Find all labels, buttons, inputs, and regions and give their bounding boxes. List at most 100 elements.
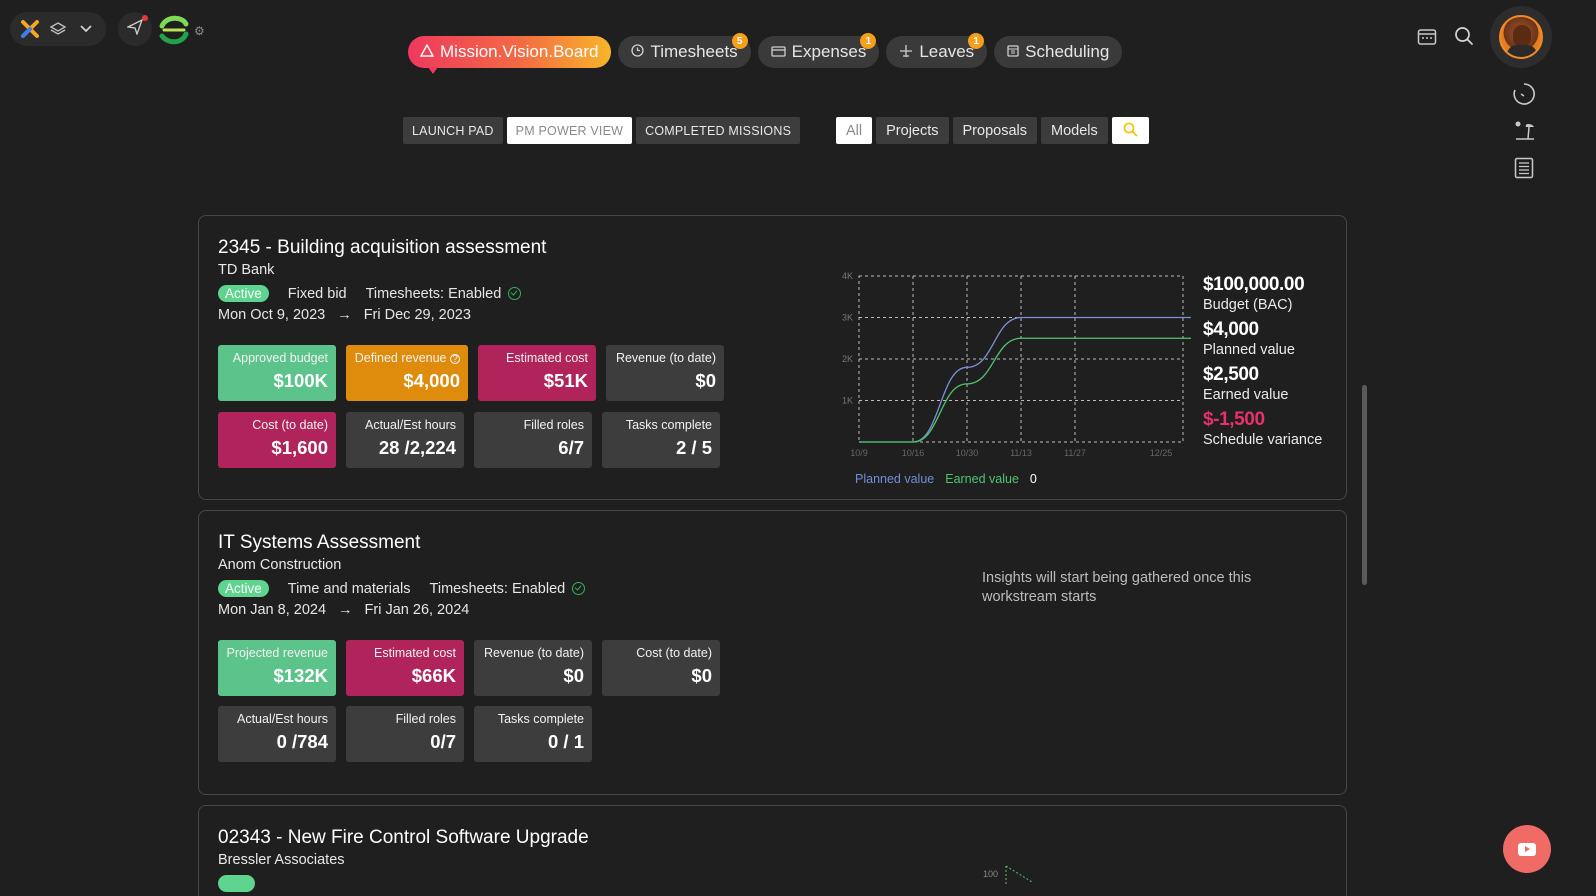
calendar-icon bbox=[1007, 44, 1019, 60]
warning-triangle-icon bbox=[419, 43, 435, 60]
billing-type: Fixed bid bbox=[287, 285, 347, 302]
project-title[interactable]: 2345 - Building acquisition assessment bbox=[218, 237, 547, 258]
metric-tile-tasks-complete[interactable]: Tasks complete 2 / 5 bbox=[602, 412, 720, 468]
check-circle-icon bbox=[572, 582, 586, 595]
metric-tile-revenue-to-date[interactable]: Revenue (to date) $0 bbox=[474, 640, 592, 696]
count-badge: 5 bbox=[731, 33, 748, 49]
timesheets-status: Timesheets: Enabled bbox=[365, 285, 502, 302]
metric-tile-cost-to-date[interactable]: Cost (to date) $0 bbox=[602, 640, 720, 696]
notification-dot bbox=[142, 15, 148, 21]
count-badge: 1 bbox=[860, 33, 877, 49]
nav-scheduling[interactable]: Scheduling bbox=[994, 36, 1123, 68]
metric-label: Revenue (to date) bbox=[483, 646, 584, 660]
metric-label: Defined revenue bbox=[354, 351, 447, 365]
nav-label: Timesheets bbox=[650, 42, 738, 61]
date-range: Mon Jan 8, 2024 → Fri Jan 26, 2024 bbox=[218, 602, 469, 618]
nav-leaves[interactable]: Leaves 1 bbox=[886, 33, 988, 68]
view-tabs: LAUNCH PAD PM POWER VIEW COMPLETED MISSI… bbox=[403, 117, 801, 144]
metric-tile-defined-revenue[interactable]: Defined revenue ? $4,000 bbox=[346, 345, 468, 401]
metric-label: Estimated cost bbox=[374, 646, 456, 660]
project-card[interactable]: 2345 - Building acquisition assessment T… bbox=[198, 215, 1347, 500]
gear-icon[interactable]: ⚙ bbox=[194, 24, 205, 38]
metric-tile-filled-roles[interactable]: Filled roles 6/7 bbox=[474, 412, 592, 468]
search-icon[interactable] bbox=[1452, 24, 1476, 48]
kpi-schedule-variance: $-1,500 Schedule variance bbox=[1203, 409, 1322, 448]
kpi-label: Planned value bbox=[1203, 342, 1295, 358]
layers-icon[interactable] bbox=[44, 15, 72, 43]
count-badge: 1 bbox=[968, 33, 985, 49]
paper-plane-icon bbox=[125, 18, 144, 39]
metric-label: Projected revenue bbox=[226, 646, 328, 660]
y-tick-label: 3K bbox=[842, 313, 853, 323]
user-avatar-button[interactable] bbox=[1490, 6, 1552, 68]
nav-label: Scheduling bbox=[1025, 42, 1110, 61]
kpi-value: $100,000.00 bbox=[1203, 274, 1305, 295]
filter-search-button[interactable] bbox=[1111, 117, 1149, 144]
client-name: Bressler Associates bbox=[218, 852, 345, 868]
metric-label: Tasks complete bbox=[497, 712, 584, 726]
company-logo-icon[interactable] bbox=[158, 14, 190, 46]
metric-tile-projected-revenue[interactable]: Projected revenue $132K bbox=[218, 640, 336, 696]
project-card[interactable]: 02343 - New Fire Control Software Upgrad… bbox=[198, 805, 1347, 896]
earned-value-chart[interactable]: 1K 2K 3K 4K 10/9 10/16 10/30 11/13 11/27 12/25 bbox=[831, 268, 1191, 488]
filter-proposals[interactable]: Proposals bbox=[952, 117, 1037, 144]
metric-tile-tasks-complete[interactable]: Tasks complete 0 / 1 bbox=[474, 706, 592, 762]
partial-chart bbox=[1005, 865, 1033, 884]
metric-value: $51K bbox=[543, 370, 588, 391]
x-tick-label: 10/30 bbox=[956, 448, 979, 458]
status-badge: Active bbox=[218, 580, 269, 597]
nav-timesheets[interactable]: Timesheets 5 bbox=[618, 33, 751, 68]
metric-tile-hours[interactable]: Actual/Est hours 0 /784 bbox=[218, 706, 336, 762]
check-circle-icon bbox=[508, 287, 522, 300]
tab-launch-pad[interactable]: LAUNCH PAD bbox=[403, 117, 503, 144]
metric-value: $0 bbox=[695, 370, 716, 391]
airplane-icon bbox=[899, 44, 913, 61]
planned-value-line bbox=[859, 316, 1191, 443]
metric-value: $66K bbox=[411, 665, 456, 686]
filter-projects[interactable]: Projects bbox=[876, 117, 949, 144]
billing-type: Time and materials bbox=[287, 580, 411, 597]
project-title[interactable]: IT Systems Assessment bbox=[218, 532, 421, 553]
nav-expenses[interactable]: Expenses 1 bbox=[757, 33, 880, 68]
metric-tile-revenue-to-date[interactable]: Revenue (to date) $0 bbox=[606, 345, 724, 401]
legend-planned[interactable]: Planned value bbox=[855, 472, 935, 486]
calendar-icon[interactable] bbox=[1415, 24, 1439, 48]
filter-all[interactable]: All bbox=[836, 117, 873, 144]
nav-mission-vision-board[interactable]: Mission.Vision.Board bbox=[408, 36, 612, 74]
metric-tile-hours[interactable]: Actual/Est hours 28 /2,224 bbox=[346, 412, 464, 468]
metric-tile-estimated-cost[interactable]: Estimated cost $51K bbox=[478, 345, 596, 401]
y-tick-label: 2K bbox=[842, 354, 853, 364]
nav-label: Expenses bbox=[791, 42, 867, 61]
scrollbar[interactable] bbox=[1362, 385, 1367, 585]
end-date: Fri Jan 26, 2024 bbox=[364, 602, 470, 618]
video-help-button[interactable] bbox=[1503, 825, 1551, 873]
chevron-down-icon[interactable] bbox=[72, 15, 100, 43]
metric-tile-approved-budget[interactable]: Approved budget $100K bbox=[218, 345, 336, 401]
avatar bbox=[1499, 15, 1543, 59]
project-meta: Active Fixed bid Timesheets: Enabled bbox=[218, 285, 522, 302]
tab-completed-missions[interactable]: COMPLETED MISSIONS bbox=[636, 117, 801, 144]
tab-pm-power-view[interactable]: PM POWER VIEW bbox=[506, 117, 633, 144]
metric-label: Actual/Est hours bbox=[364, 418, 456, 432]
legend-extra: 0 bbox=[1029, 472, 1037, 486]
metric-tile-cost-to-date[interactable]: Cost (to date) $1,600 bbox=[218, 412, 336, 468]
timer-icon[interactable] bbox=[1512, 82, 1536, 106]
client-name: TD Bank bbox=[218, 262, 275, 278]
chart-legend: Planned value Earned value 0 bbox=[855, 472, 1037, 486]
filter-models[interactable]: Models bbox=[1041, 117, 1108, 144]
metric-value: 6/7 bbox=[558, 437, 584, 458]
metric-tile-estimated-cost[interactable]: Estimated cost $66K bbox=[346, 640, 464, 696]
info-icon[interactable]: ? bbox=[450, 354, 460, 365]
legend-earned[interactable]: Earned value bbox=[945, 472, 1019, 486]
list-document-icon[interactable] bbox=[1512, 156, 1536, 180]
project-card[interactable]: IT Systems Assessment Anom Construction … bbox=[198, 510, 1347, 795]
vacation-icon[interactable] bbox=[1512, 119, 1536, 143]
app-switcher[interactable] bbox=[10, 12, 106, 46]
chart-tick-label: 100 bbox=[983, 869, 999, 879]
project-title[interactable]: 02343 - New Fire Control Software Upgrad… bbox=[218, 827, 589, 848]
metric-tile-filled-roles[interactable]: Filled roles 0/7 bbox=[346, 706, 464, 762]
app-logo-icon[interactable] bbox=[16, 15, 44, 43]
send-button[interactable] bbox=[118, 12, 152, 46]
kpi-budget: $100,000.00 Budget (BAC) bbox=[1203, 274, 1322, 313]
x-tick-label: 11/13 bbox=[1010, 448, 1032, 458]
